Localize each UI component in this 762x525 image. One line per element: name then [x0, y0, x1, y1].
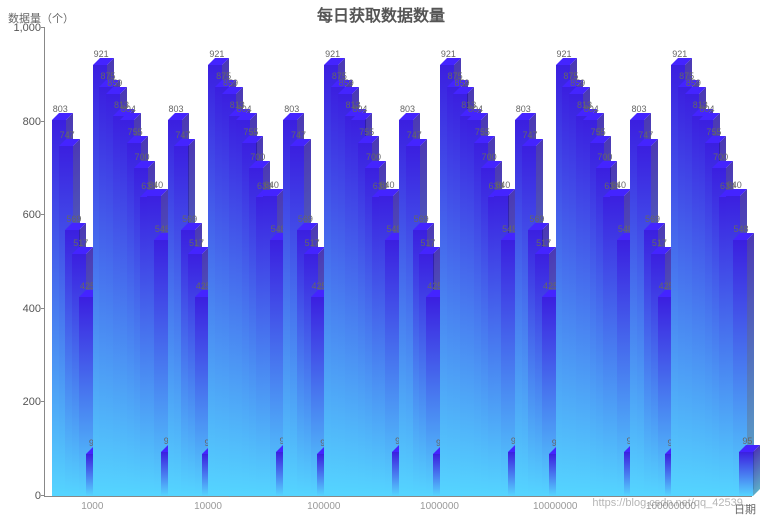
- bar-value-label: 640: [495, 180, 510, 190]
- bar-value-label: 921: [441, 49, 456, 59]
- bar-value-label: 859: [339, 78, 354, 88]
- bar-value-label: 569: [645, 214, 660, 224]
- bar-value-label: 640: [727, 180, 742, 190]
- y-tick-label: 800: [7, 116, 41, 128]
- y-tick-label: 400: [7, 303, 41, 315]
- bar-value-label: 640: [264, 180, 279, 190]
- bar-value-label: 569: [298, 214, 313, 224]
- bar-value-label: 517: [189, 238, 204, 248]
- bar-value-label: 804: [121, 104, 136, 114]
- bar-value-label: 700: [713, 152, 728, 162]
- bar-value-label: 700: [134, 152, 149, 162]
- bar-value-label: 803: [400, 104, 415, 114]
- bar-value-label: 859: [686, 78, 701, 88]
- bar-value-label: 803: [631, 104, 646, 114]
- bar-value-label: 921: [325, 49, 340, 59]
- x-tick-label: 100000: [307, 501, 340, 512]
- bar-value-label: 640: [611, 180, 626, 190]
- bar-value-label: 747: [638, 130, 653, 140]
- bar-value-label: 921: [94, 49, 109, 59]
- bar-value-label: 95: [742, 436, 752, 446]
- bar-value-label: 859: [570, 78, 585, 88]
- y-tick-mark: [41, 308, 45, 309]
- bar: 95: [739, 452, 753, 496]
- bar-value-label: 517: [73, 238, 88, 248]
- bar-value-label: 804: [352, 104, 367, 114]
- bar-value-label: 921: [209, 49, 224, 59]
- bar-value-label: 804: [468, 104, 483, 114]
- plot-area: 8037475695174259092187585981380475570063…: [44, 28, 752, 497]
- bar-value-label: 859: [107, 78, 122, 88]
- bar-value-label: 921: [672, 49, 687, 59]
- bar-value-label: 569: [182, 214, 197, 224]
- bar-value-label: 755: [359, 127, 374, 137]
- bar-value-label: 517: [420, 238, 435, 248]
- bar-value-label: 747: [175, 130, 190, 140]
- bar-value-label: 755: [706, 127, 721, 137]
- bar-series: 8037475695174259092187585981380475570063…: [45, 28, 752, 496]
- x-tick-label: 10000000: [533, 501, 578, 512]
- bar-value-label: 859: [454, 78, 469, 88]
- bar-value-label: 804: [584, 104, 599, 114]
- y-tick-mark: [41, 121, 45, 122]
- y-tick-label: 600: [7, 209, 41, 221]
- bar-value-label: 517: [536, 238, 551, 248]
- watermark-text: https://blog.csdn.net/qq_42539...: [592, 497, 752, 509]
- bar-value-label: 640: [148, 180, 163, 190]
- bar-value-label: 640: [380, 180, 395, 190]
- y-tick-mark: [41, 27, 45, 28]
- bar-value-label: 747: [60, 130, 75, 140]
- bar-value-label: 700: [482, 152, 497, 162]
- bar-value-label: 569: [414, 214, 429, 224]
- bar-value-label: 803: [169, 104, 184, 114]
- bar-value-label: 755: [591, 127, 606, 137]
- y-tick-label: 200: [7, 396, 41, 408]
- chart-container: 每日获取数据数量 数据量（个） 日期 803747569517425909218…: [0, 0, 762, 525]
- x-tick-label: 1000000: [420, 501, 459, 512]
- bar-value-label: 548: [734, 224, 749, 234]
- y-tick-mark: [41, 495, 45, 496]
- bar-value-label: 700: [250, 152, 265, 162]
- bar-value-label: 569: [66, 214, 81, 224]
- y-tick-label: 1,000: [7, 22, 41, 34]
- bar-value-label: 921: [557, 49, 572, 59]
- bar-value-label: 803: [284, 104, 299, 114]
- y-tick-label: 0: [7, 490, 41, 502]
- bar-value-label: 755: [128, 127, 143, 137]
- chart-title: 每日获取数据数量: [0, 2, 762, 26]
- bar-value-label: 700: [366, 152, 381, 162]
- bar-value-label: 747: [291, 130, 306, 140]
- bar-value-label: 517: [652, 238, 667, 248]
- bar-value-label: 700: [597, 152, 612, 162]
- bar-value-label: 803: [516, 104, 531, 114]
- bar-value-label: 804: [700, 104, 715, 114]
- y-tick-mark: [41, 401, 45, 402]
- bar-value-label: 747: [407, 130, 422, 140]
- y-tick-mark: [41, 214, 45, 215]
- x-tick-label: 10000: [194, 501, 222, 512]
- x-tick-label: 1000: [81, 501, 103, 512]
- bar-value-label: 804: [237, 104, 252, 114]
- bar-value-label: 859: [223, 78, 238, 88]
- bar-value-label: 569: [529, 214, 544, 224]
- bar-value-label: 803: [53, 104, 68, 114]
- bar-value-label: 517: [305, 238, 320, 248]
- bar-value-label: 747: [523, 130, 538, 140]
- bar-value-label: 755: [475, 127, 490, 137]
- bar-value-label: 755: [243, 127, 258, 137]
